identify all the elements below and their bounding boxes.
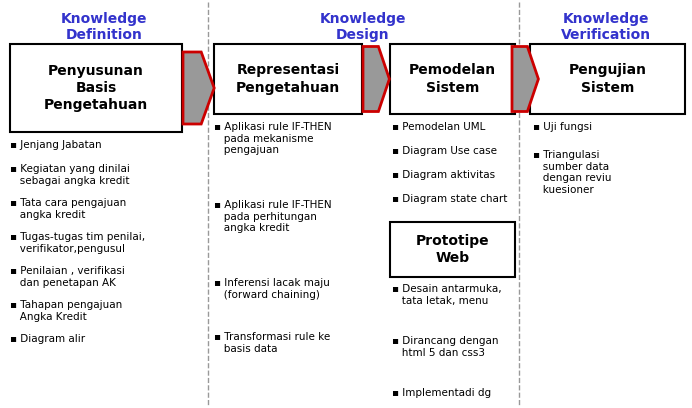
Text: Knowledge
Definition: Knowledge Definition — [61, 12, 147, 42]
Text: ▪ Pemodelan UML: ▪ Pemodelan UML — [392, 122, 485, 132]
Text: ▪ Diagram aktivitas: ▪ Diagram aktivitas — [392, 170, 495, 180]
Text: Penyusunan
Basis
Pengetahuan: Penyusunan Basis Pengetahuan — [44, 64, 148, 112]
Text: ▪ Triangulasi
   sumber data
   dengan reviu
   kuesioner: ▪ Triangulasi sumber data dengan reviu k… — [533, 150, 612, 195]
Text: Knowledge
Verification: Knowledge Verification — [561, 12, 651, 42]
Polygon shape — [363, 47, 390, 111]
Text: ▪ Kegiatan yang dinilai
   sebagai angka kredit: ▪ Kegiatan yang dinilai sebagai angka kr… — [10, 164, 130, 186]
Text: ▪ Transformasi rule ke
   basis data: ▪ Transformasi rule ke basis data — [214, 332, 330, 354]
Text: ▪ Diagram Use case: ▪ Diagram Use case — [392, 146, 497, 156]
Text: ▪ Penilaian , verifikasi
   dan penetapan AK: ▪ Penilaian , verifikasi dan penetapan A… — [10, 266, 125, 288]
Text: Representasi
Pengetahuan: Representasi Pengetahuan — [236, 63, 340, 95]
Text: ▪ Diagram state chart: ▪ Diagram state chart — [392, 194, 507, 204]
Text: ▪ Tugas-tugas tim penilai,
   verifikator,pengusul: ▪ Tugas-tugas tim penilai, verifikator,p… — [10, 232, 145, 254]
FancyBboxPatch shape — [390, 44, 515, 114]
Text: ▪ Aplikasi rule IF-THEN
   pada mekanisme
   pengajuan: ▪ Aplikasi rule IF-THEN pada mekanisme p… — [214, 122, 331, 155]
Text: ▪ Dirancang dengan
   html 5 dan css3: ▪ Dirancang dengan html 5 dan css3 — [392, 336, 498, 357]
Text: ▪ Uji fungsi: ▪ Uji fungsi — [533, 122, 592, 132]
Text: ▪ Diagram alir: ▪ Diagram alir — [10, 334, 85, 344]
FancyBboxPatch shape — [214, 44, 362, 114]
Text: ▪ Implementadi dg: ▪ Implementadi dg — [392, 388, 491, 398]
FancyBboxPatch shape — [10, 44, 182, 132]
Text: Knowledge
Design: Knowledge Design — [320, 12, 406, 42]
Text: ▪ Tahapan pengajuan
   Angka Kredit: ▪ Tahapan pengajuan Angka Kredit — [10, 300, 122, 322]
Text: ▪ Tata cara pengajuan
   angka kredit: ▪ Tata cara pengajuan angka kredit — [10, 198, 126, 220]
Text: Prototipe
Web: Prototipe Web — [416, 234, 489, 265]
Text: Pemodelan
Sistem: Pemodelan Sistem — [409, 63, 496, 95]
Polygon shape — [512, 47, 538, 111]
Text: Pengujian
Sistem: Pengujian Sistem — [569, 63, 646, 95]
Text: ▪ Aplikasi rule IF-THEN
   pada perhitungan
   angka kredit: ▪ Aplikasi rule IF-THEN pada perhitungan… — [214, 200, 331, 233]
FancyBboxPatch shape — [390, 222, 515, 277]
Polygon shape — [183, 52, 215, 124]
Text: ▪ Desain antarmuka,
   tata letak, menu: ▪ Desain antarmuka, tata letak, menu — [392, 284, 502, 306]
Text: ▪ Jenjang Jabatan: ▪ Jenjang Jabatan — [10, 140, 102, 150]
Text: ▪ Inferensi lacak maju
   (forward chaining): ▪ Inferensi lacak maju (forward chaining… — [214, 278, 330, 299]
FancyBboxPatch shape — [530, 44, 685, 114]
